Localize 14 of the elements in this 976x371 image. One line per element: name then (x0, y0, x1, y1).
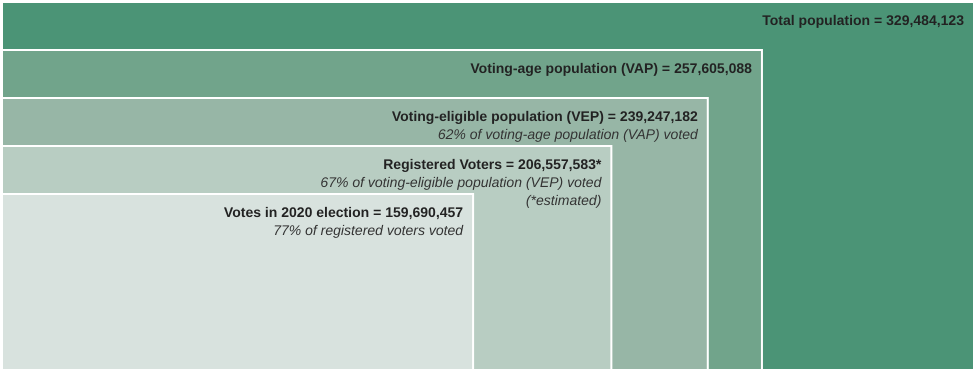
text: (*estimated) (526, 192, 602, 208)
category-label: Votes in 2020 election = (224, 204, 382, 220)
text: 67% of voting-eligible population (VEP) voted (320, 174, 602, 190)
text: 62% of voting-age population (VAP) voted (438, 126, 698, 142)
category-label: Registered Voters = (383, 156, 514, 172)
data-label: 329,484,123 (886, 12, 964, 28)
data-label: 239,247,182 (620, 108, 698, 124)
category-label: Total population = (762, 12, 882, 28)
category-label: Voting-eligible population (VEP) = (392, 108, 616, 124)
text: 77% of registered voters voted (273, 222, 464, 238)
data-label: 159,690,457 (385, 204, 464, 220)
data-label: 206,557,583* (518, 156, 602, 172)
data-label: 257,605,088 (674, 60, 752, 76)
category-label: Voting-age population (VAP) = (470, 60, 670, 76)
